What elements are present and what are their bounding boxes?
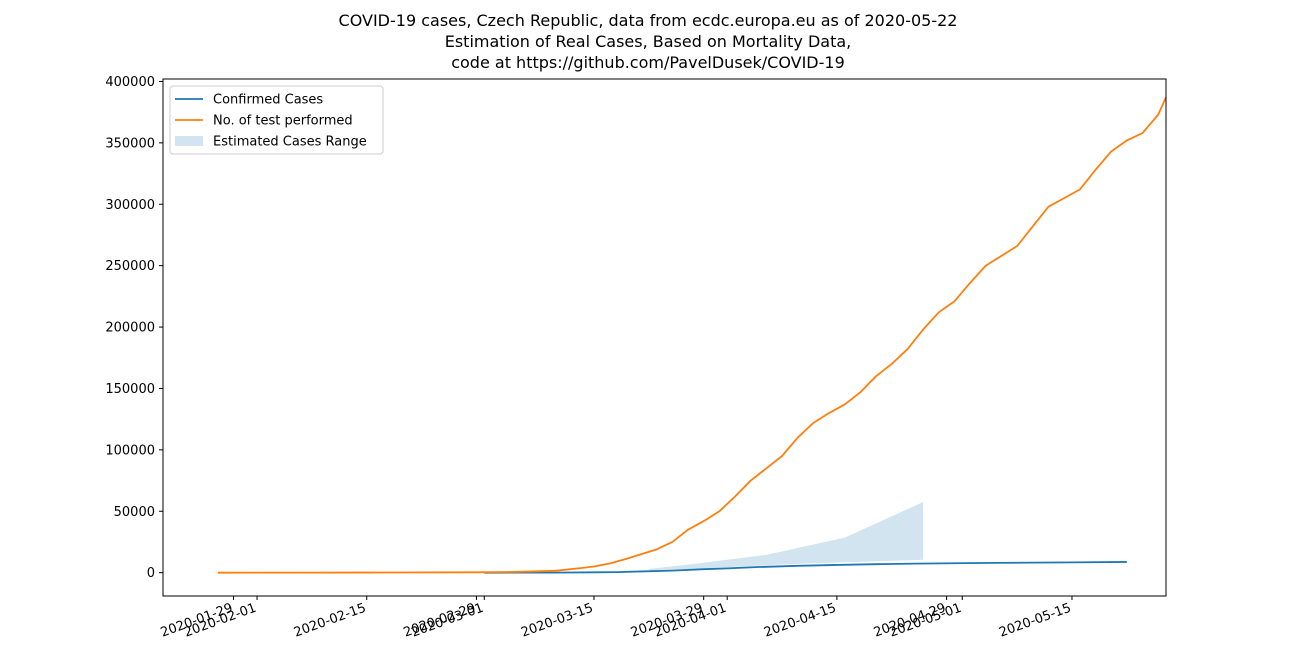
- y-tick-label: 350000: [105, 136, 155, 151]
- chart-title-line-1: COVID-19 cases, Czech Republic, data fro…: [338, 11, 958, 30]
- y-tick-label: 50000: [114, 505, 155, 520]
- y-tick-label: 100000: [105, 443, 155, 458]
- legend-swatch-estimated: [175, 136, 203, 146]
- y-tick-label: 150000: [105, 382, 155, 397]
- chart-title-line-3: code at https://github.com/PavelDusek/CO…: [451, 53, 845, 72]
- tests-performed-line: [217, 97, 1167, 574]
- y-tick-label: 300000: [105, 198, 155, 213]
- estimated-cases-area: [648, 502, 924, 571]
- axes-frame: [162, 78, 1167, 597]
- y-tick-label: 400000: [105, 75, 155, 90]
- legend-box: [169, 85, 384, 155]
- legend-label: Estimated Cases Range: [213, 135, 367, 150]
- legend: Confirmed Cases No. of test performed Esti…: [169, 85, 384, 155]
- legend-label: Confirmed Cases: [213, 93, 323, 108]
- y-tick-label: 250000: [105, 259, 155, 274]
- confirmed-cases-line: [484, 561, 1127, 574]
- plot-layer: [217, 97, 1167, 574]
- y-axis: 0 50000 100000 150000 200000 250000 300000 3500…: [105, 75, 163, 581]
- y-tick-label: 0: [147, 566, 155, 581]
- x-tick-label: 2020-02-15: [292, 601, 368, 641]
- x-tick-label: 2020-05-15: [997, 601, 1073, 641]
- legend-label: No. of test performed: [213, 114, 353, 129]
- y-tick-label: 200000: [105, 321, 155, 336]
- x-tick-label: 2020-04-15: [762, 601, 838, 641]
- x-tick-label: 2020-03-15: [519, 601, 595, 641]
- chart-title-line-2: Estimation of Real Cases, Based on Morta…: [444, 32, 852, 51]
